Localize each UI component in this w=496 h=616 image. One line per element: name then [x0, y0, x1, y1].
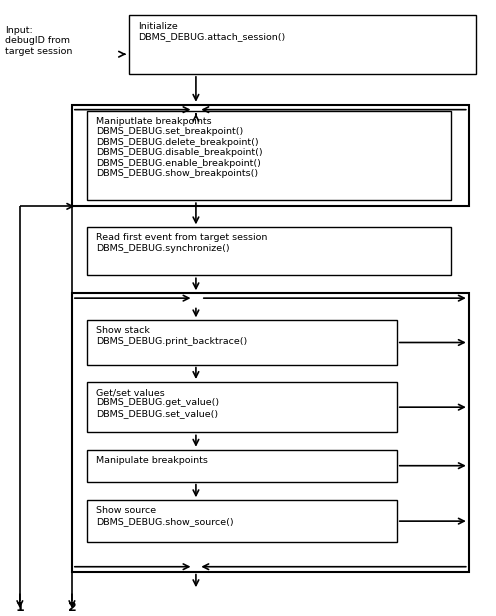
- Text: Input:
debugID from
target session: Input: debugID from target session: [5, 26, 72, 55]
- Text: 1: 1: [15, 601, 24, 614]
- Text: Show source
DBMS_DEBUG.show_source(): Show source DBMS_DEBUG.show_source(): [96, 506, 233, 525]
- Text: Initialize
DBMS_DEBUG.attach_session(): Initialize DBMS_DEBUG.attach_session(): [138, 22, 285, 41]
- Bar: [87, 227, 451, 275]
- Text: Manipulate breakpoints: Manipulate breakpoints: [96, 456, 208, 465]
- Text: Read first event from target session
DBMS_DEBUG.synchronize(): Read first event from target session DBM…: [96, 233, 267, 253]
- Text: Show stack
DBMS_DEBUG.print_backtrace(): Show stack DBMS_DEBUG.print_backtrace(): [96, 326, 247, 346]
- Bar: [87, 111, 451, 200]
- Bar: [87, 450, 397, 482]
- Text: Maniputlate breakpoints
DBMS_DEBUG.set_breakpoint()
DBMS_DEBUG.delete_breakpoint: Maniputlate breakpoints DBMS_DEBUG.set_b…: [96, 117, 262, 178]
- Bar: [72, 293, 469, 572]
- Bar: [72, 105, 469, 206]
- Bar: [87, 382, 397, 432]
- Bar: [87, 500, 397, 542]
- Bar: [87, 320, 397, 365]
- Text: 2: 2: [67, 601, 76, 614]
- Bar: [129, 15, 476, 74]
- Text: Get/set values
DBMS_DEBUG.get_value()
DBMS_DEBUG.set_value(): Get/set values DBMS_DEBUG.get_value() DB…: [96, 388, 219, 418]
